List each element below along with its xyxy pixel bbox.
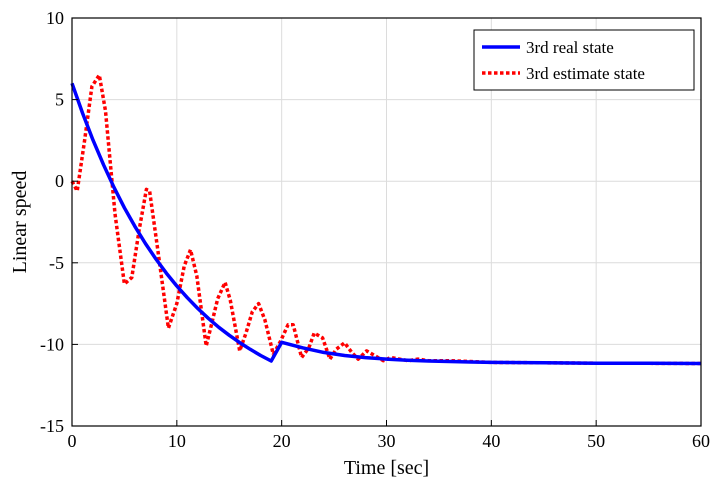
legend: 3rd real state 3rd estimate state: [473, 29, 695, 91]
legend-label-estimate-state: 3rd estimate state: [526, 64, 645, 83]
legend-label-real-state: 3rd real state: [526, 38, 614, 57]
x-tick-label: 40: [482, 431, 500, 451]
legend-box: [473, 29, 695, 91]
series-line-real-state: [70, 82, 702, 366]
x-tick-label: 20: [273, 431, 291, 451]
x-tick-label: 30: [378, 431, 396, 451]
y-tick-label: -15: [40, 416, 64, 436]
x-tick-label: 60: [692, 431, 710, 451]
plot-area: [70, 73, 702, 366]
x-axis-label: Time [sec]: [344, 457, 429, 479]
y-tick-label: -10: [40, 334, 64, 354]
y-tick-label: -5: [49, 253, 64, 273]
y-tick-label: 10: [46, 8, 64, 28]
x-tick-label: 0: [68, 431, 77, 451]
y-axis-label: Linear speed: [9, 171, 31, 274]
y-tick-label: 5: [55, 90, 64, 110]
x-tick-label: 10: [168, 431, 186, 451]
y-tick-label: 0: [55, 171, 64, 191]
x-tick-label: 50: [587, 431, 605, 451]
